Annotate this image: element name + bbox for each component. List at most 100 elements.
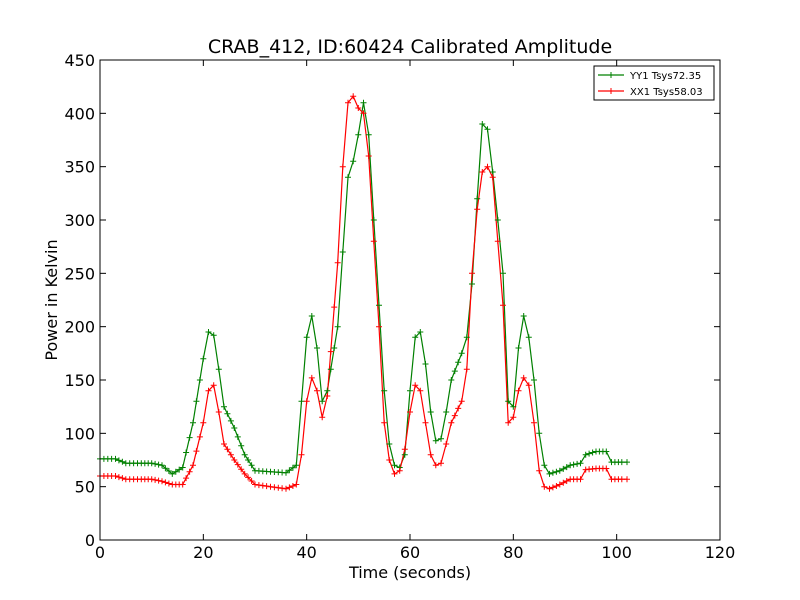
- series-1-point: [484, 126, 491, 133]
- series-1-point: [451, 368, 458, 375]
- series-1-point: [172, 468, 179, 475]
- y-tick-label: 150: [64, 371, 95, 390]
- series-2-point: [152, 476, 159, 483]
- series-1-point: [179, 464, 186, 471]
- series-2-point: [119, 475, 126, 482]
- series-2-point: [386, 457, 393, 463]
- series-2-point: [339, 163, 346, 170]
- series-1-point: [474, 195, 481, 202]
- series-1-point: [221, 403, 227, 410]
- series-1-point: [193, 398, 200, 405]
- series-1-point: [624, 459, 630, 466]
- series-2-point: [183, 475, 190, 482]
- x-axis-ticks: 0 20 40 60 80 100 120: [95, 60, 735, 562]
- legend-frame: [593, 65, 715, 101]
- series-1-point: [293, 462, 300, 469]
- series-1-point: [489, 169, 496, 175]
- x-tick-label: 60: [400, 543, 420, 562]
- series-2-point: [412, 382, 419, 389]
- series-1-point: [234, 433, 241, 440]
- series-1-point: [319, 398, 326, 405]
- series-1-point: [155, 461, 162, 468]
- series-1-point: [238, 442, 245, 449]
- series-2-point: [238, 466, 245, 473]
- y-tick-label: 0: [85, 531, 95, 550]
- series-2-point: [227, 451, 234, 458]
- series-2-point: [165, 480, 172, 487]
- series-2-point: [350, 93, 357, 100]
- plot-markers: [97, 93, 630, 492]
- series-1-point: [407, 387, 413, 394]
- series-1-point: [510, 403, 517, 410]
- series-2-point: [505, 419, 512, 426]
- series-1-point: [500, 270, 506, 277]
- series-2-point: [224, 446, 231, 453]
- y-tick-label: 50: [75, 478, 95, 497]
- y-tick-label: 450: [64, 51, 95, 70]
- series-2-point: [234, 461, 241, 468]
- series-1-point: [327, 366, 334, 373]
- series-1-point: [196, 377, 203, 383]
- series-2-point: [331, 304, 338, 311]
- series-1-point: [427, 409, 434, 415]
- series-1-point: [365, 131, 372, 138]
- series-1-point: [577, 460, 584, 467]
- series-1-point: [119, 458, 126, 465]
- y-axis-label: Power in Kelvin: [42, 239, 61, 360]
- series-1-point: [391, 462, 398, 469]
- series-1-point: [479, 121, 486, 127]
- series-1-point: [520, 313, 527, 319]
- series-2-point: [525, 382, 532, 389]
- series-1-point: [376, 302, 382, 309]
- series-2-point: [196, 433, 203, 440]
- series-1-point: [303, 334, 310, 341]
- series-2-point: [494, 238, 501, 245]
- series-1-point: [245, 457, 252, 463]
- series-1-point: [169, 470, 176, 477]
- series-1-point: [582, 451, 589, 458]
- series-2-point: [417, 387, 424, 394]
- series-1-point: [381, 387, 388, 394]
- series-1-point: [546, 470, 553, 477]
- series-1-point: [283, 469, 289, 476]
- series-1-point: [603, 448, 610, 455]
- series-2-point: [391, 470, 398, 477]
- series-2-point: [370, 238, 377, 245]
- series-1-point: [190, 419, 196, 426]
- series-1-point: [345, 174, 351, 181]
- series-1-point: [112, 455, 119, 462]
- series-1-point: [355, 131, 362, 138]
- series-1-point: [469, 281, 475, 287]
- series-1-point: [401, 451, 408, 458]
- series-2-point: [422, 419, 429, 426]
- series-1-point: [417, 329, 424, 335]
- legend: YY1 Tsys72.35 XX1 Tsys58.03: [593, 65, 715, 101]
- series-2-point: [231, 457, 238, 463]
- series-1-point: [289, 464, 296, 471]
- series-1-point: [200, 355, 207, 362]
- legend-label: YY1 Tsys72.35: [629, 71, 701, 82]
- x-tick-label: 20: [193, 543, 213, 562]
- series-1-line: [100, 102, 627, 475]
- series-2-point: [190, 462, 196, 469]
- y-tick-label: 100: [64, 424, 95, 443]
- series-2-point: [546, 485, 553, 492]
- series-2-line: [100, 95, 627, 490]
- series-2-point: [618, 476, 625, 483]
- series-1-point: [314, 345, 320, 351]
- series-1-point: [505, 398, 512, 405]
- series-2-point: [500, 302, 506, 309]
- series-2-point: [241, 470, 248, 477]
- series-1-point: [586, 450, 593, 457]
- series-2-point: [427, 451, 434, 458]
- series-1-point: [455, 359, 462, 366]
- series-2-point: [560, 479, 567, 486]
- series-1-point: [308, 313, 315, 319]
- series-2-point: [365, 153, 372, 159]
- series-2-point: [314, 387, 320, 394]
- series-2-point: [186, 468, 193, 475]
- series-2-point: [541, 483, 548, 490]
- series-2-point: [531, 419, 537, 426]
- series-2-point: [624, 476, 630, 483]
- series-2-point: [381, 419, 388, 426]
